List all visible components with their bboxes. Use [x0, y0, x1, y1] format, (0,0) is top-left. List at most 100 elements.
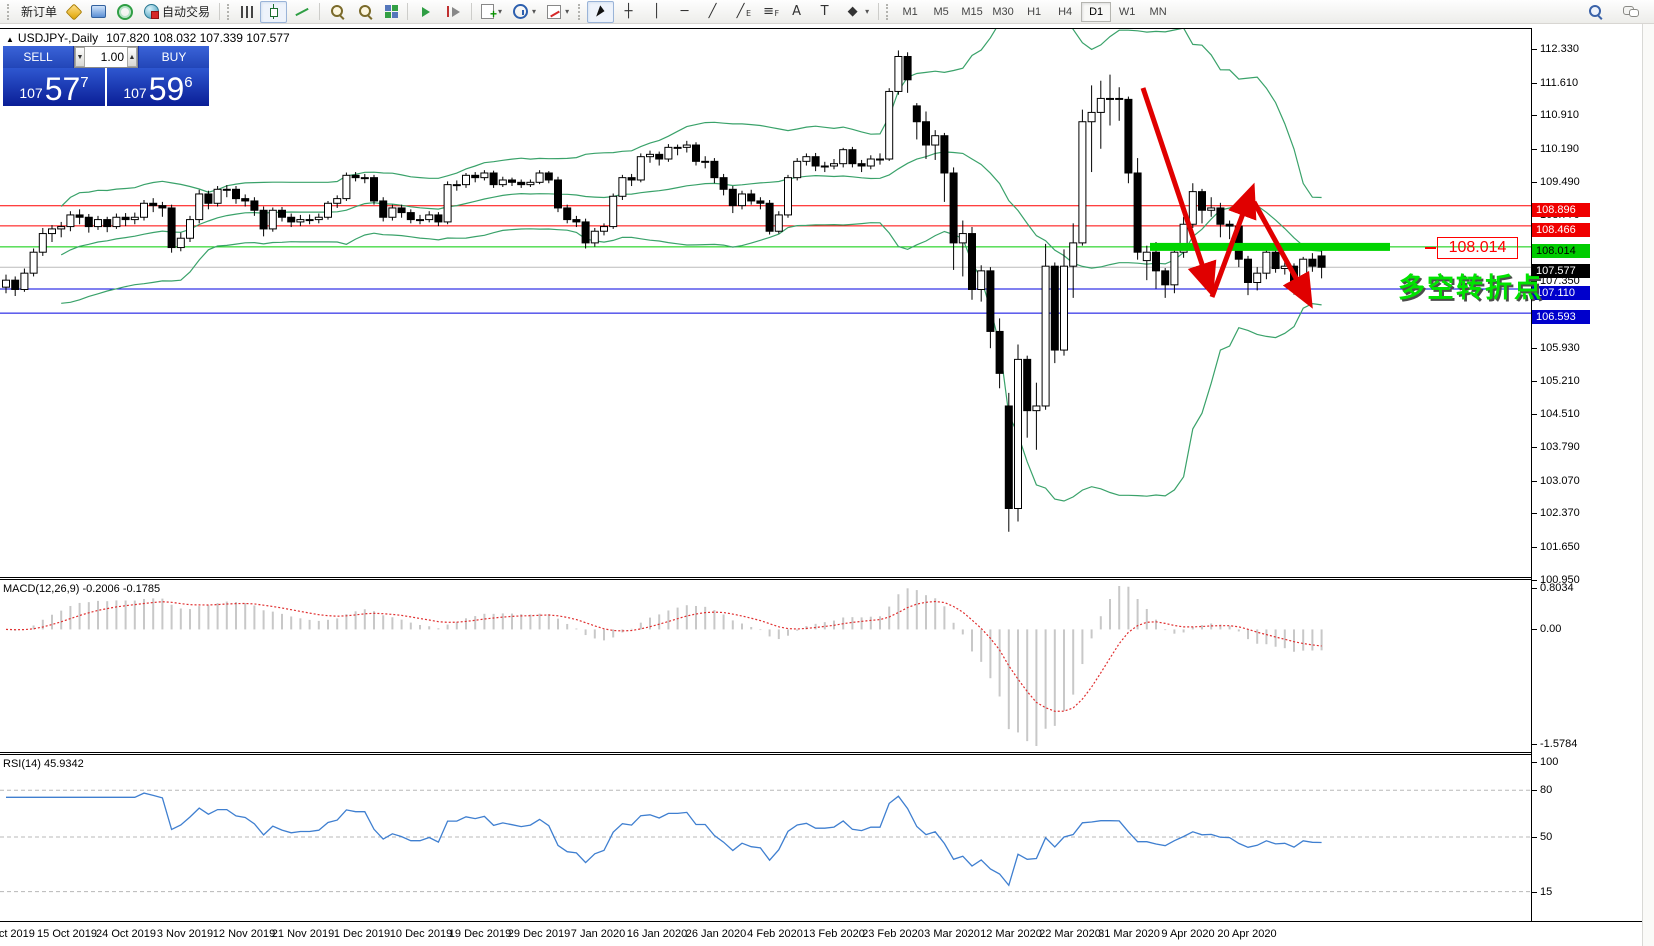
search-icon	[1587, 3, 1604, 20]
arrows-button[interactable]: ◆ ▾	[839, 1, 874, 23]
timeframe-m5-button[interactable]: M5	[933, 5, 949, 18]
vertical-line-icon: │	[652, 4, 661, 19]
date-tick-label: 6 Oct 2019	[0, 928, 35, 940]
date-tick-label: 29 Dec 2019	[507, 928, 571, 940]
periods-button[interactable]: ▾	[508, 1, 541, 23]
macd-panel-canvas[interactable]	[0, 580, 1531, 752]
chart-shift-button[interactable]	[440, 1, 467, 23]
volume-increase-button[interactable]: ▲	[127, 47, 137, 67]
new-order-button[interactable]: 新订单	[16, 1, 62, 23]
date-tick-label: 3 Nov 2019	[156, 928, 214, 940]
price-axis[interactable]: 112.330111.610110.910110.190109.490108.7…	[1531, 28, 1642, 921]
timeframe-w1-button[interactable]: W1	[1118, 5, 1136, 18]
timeframe-h1-button[interactable]: H1	[1027, 5, 1042, 18]
chat-icon	[1622, 3, 1639, 20]
toolbar-right-group	[1582, 1, 1650, 23]
price-tick-label: 105.930	[1532, 341, 1580, 354]
panel-divider[interactable]	[0, 752, 1642, 755]
chevron-down-icon[interactable]: ▾	[498, 7, 503, 16]
sell-button[interactable]: SELL	[3, 46, 74, 68]
timeframe-h4-button[interactable]: H4	[1058, 5, 1073, 18]
price-level-badge: 107.577	[1532, 264, 1590, 279]
price-level-badge: 107.110	[1532, 286, 1590, 301]
cursor-button[interactable]	[587, 0, 615, 23]
zoom-in-button[interactable]	[324, 1, 351, 23]
equidistant-channel-button[interactable]: ╱	[727, 1, 754, 23]
symbol-period-label: USDJPY-,Daily	[17, 31, 99, 45]
navigator-icon	[91, 5, 107, 18]
chart-window-top-border	[0, 28, 1642, 29]
zoom-out-button[interactable]	[352, 1, 379, 23]
collapse-icon[interactable]: ▲	[6, 35, 14, 44]
sell-price-big: 57	[44, 71, 81, 107]
price-tick-label: 100.950	[1532, 573, 1580, 586]
buy-price[interactable]: 107 59 6	[107, 68, 209, 106]
price-tick-label: 112.330	[1532, 43, 1579, 56]
panel-divider[interactable]	[0, 577, 1642, 580]
buy-price-pip: 6	[184, 74, 193, 91]
volume-stepper: ▼ ▲	[74, 46, 138, 68]
channel-icon: ╱	[732, 3, 751, 22]
autotrading-button[interactable]: 自动交易	[139, 1, 215, 23]
market-watch-icon	[65, 3, 83, 20]
toolbar-grip[interactable]	[578, 3, 583, 20]
sell-price[interactable]: 107 57 7	[3, 68, 105, 106]
trendline-button[interactable]: ╱	[699, 1, 726, 23]
fibonacci-button[interactable]: ≡	[755, 1, 782, 23]
rsi-tick-label: 50	[1531, 831, 1553, 843]
trendline-icon: ╱	[708, 4, 717, 19]
date-tick-label: 1 Dec 2019	[333, 928, 391, 940]
toolbar-separator	[471, 3, 473, 20]
turning-point-annotation[interactable]: 多空转折点	[1398, 273, 1543, 303]
bar-chart-button[interactable]	[236, 1, 259, 23]
price-tick-label: 110.910	[1532, 109, 1579, 122]
chevron-down-icon[interactable]: ▾	[865, 7, 870, 16]
chevron-down-icon[interactable]: ▾	[532, 7, 537, 16]
crosshair-button[interactable]: ┼	[615, 1, 642, 23]
timeframe-m30-button[interactable]: M30	[992, 5, 1014, 18]
buy-button[interactable]: BUY	[138, 46, 209, 68]
toolbar-grip[interactable]	[227, 3, 232, 20]
timeframe-d1-button[interactable]: D1	[1081, 1, 1112, 22]
vertical-line-button[interactable]: │	[643, 1, 670, 23]
date-tick-label: 13 Feb 2020	[803, 928, 865, 940]
crosshair-icon: ┼	[624, 4, 633, 19]
timeframe-m15-button[interactable]: M15	[961, 5, 983, 18]
rsi-tick-label: 80	[1531, 784, 1553, 797]
new-order-label: 新订单	[21, 5, 58, 19]
toolbar-separator	[319, 3, 321, 20]
navigator-button[interactable]	[86, 1, 111, 23]
chevron-down-icon[interactable]: ▾	[565, 7, 570, 16]
date-tick-label: 15 Oct 2019	[37, 928, 97, 940]
indicators-button[interactable]: ▾	[476, 1, 507, 23]
price-callout-label[interactable]: 108.014	[1425, 237, 1518, 259]
market-watch-button[interactable]	[63, 1, 85, 23]
date-tick-label: 19 Dec 2019	[448, 928, 512, 940]
chat-button[interactable]	[1617, 1, 1644, 23]
price-tick-label: 103.070	[1532, 474, 1580, 487]
price-level-badge: 108.896	[1532, 202, 1590, 217]
horizontal-line-button[interactable]: ─	[671, 1, 698, 23]
text-label-button[interactable]: T	[811, 1, 838, 23]
volume-input[interactable]	[85, 47, 127, 67]
main-ch art-canvas[interactable]	[0, 29, 1531, 577]
auto-scroll-button[interactable]	[412, 1, 439, 23]
rsi-panel-canvas[interactable]	[0, 755, 1531, 921]
timeframe-m1-button[interactable]: M1	[902, 5, 918, 18]
toolbar-grip[interactable]	[7, 3, 12, 20]
price-tick-label: 103.790	[1532, 441, 1580, 454]
auto-scroll-icon	[417, 3, 434, 20]
tile-windows-button[interactable]	[380, 1, 403, 23]
templates-button[interactable]: ▾	[542, 1, 574, 23]
candlesticks-button[interactable]	[260, 0, 288, 23]
toolbar-grip[interactable]	[886, 3, 891, 20]
terminal-button[interactable]	[112, 1, 138, 23]
price-tick-label: 109.490	[1532, 175, 1580, 188]
text-button[interactable]: A	[783, 1, 810, 23]
search-button[interactable]	[1582, 1, 1609, 23]
volume-decrease-button[interactable]: ▼	[75, 47, 85, 67]
line-chart-button[interactable]	[288, 1, 315, 23]
timeframe-mn-button[interactable]: MN	[1149, 5, 1167, 18]
